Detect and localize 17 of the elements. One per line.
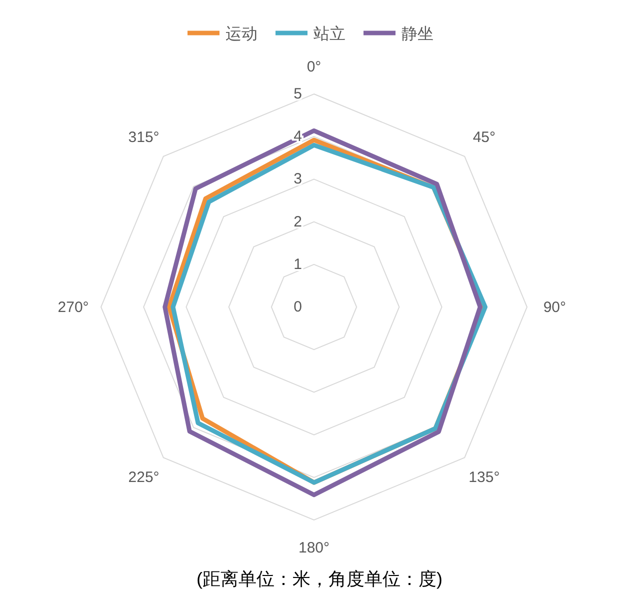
y-tick-label: 1 xyxy=(294,256,302,273)
y-tick-label: 3 xyxy=(294,170,302,188)
spoke-label: 135° xyxy=(468,469,500,486)
spoke-label: 315° xyxy=(128,128,160,146)
y-tick-label: 2 xyxy=(294,213,302,230)
spoke-label: 90° xyxy=(543,299,566,316)
legend-label: 静坐 xyxy=(402,25,434,43)
text: (距离单位：米，角度单位：度) xyxy=(196,569,442,589)
y-tick-label: 5 xyxy=(294,86,302,102)
legend-label: 运动 xyxy=(226,25,258,43)
y-tick-label: 0 xyxy=(294,298,302,316)
spoke-label: 225° xyxy=(128,469,160,486)
spoke-label: 180° xyxy=(298,540,330,557)
spoke-label: 0° xyxy=(306,58,322,76)
spoke-label: 45° xyxy=(472,128,496,146)
spoke-label: 270° xyxy=(58,299,89,316)
legend-label: 站立 xyxy=(314,25,346,43)
